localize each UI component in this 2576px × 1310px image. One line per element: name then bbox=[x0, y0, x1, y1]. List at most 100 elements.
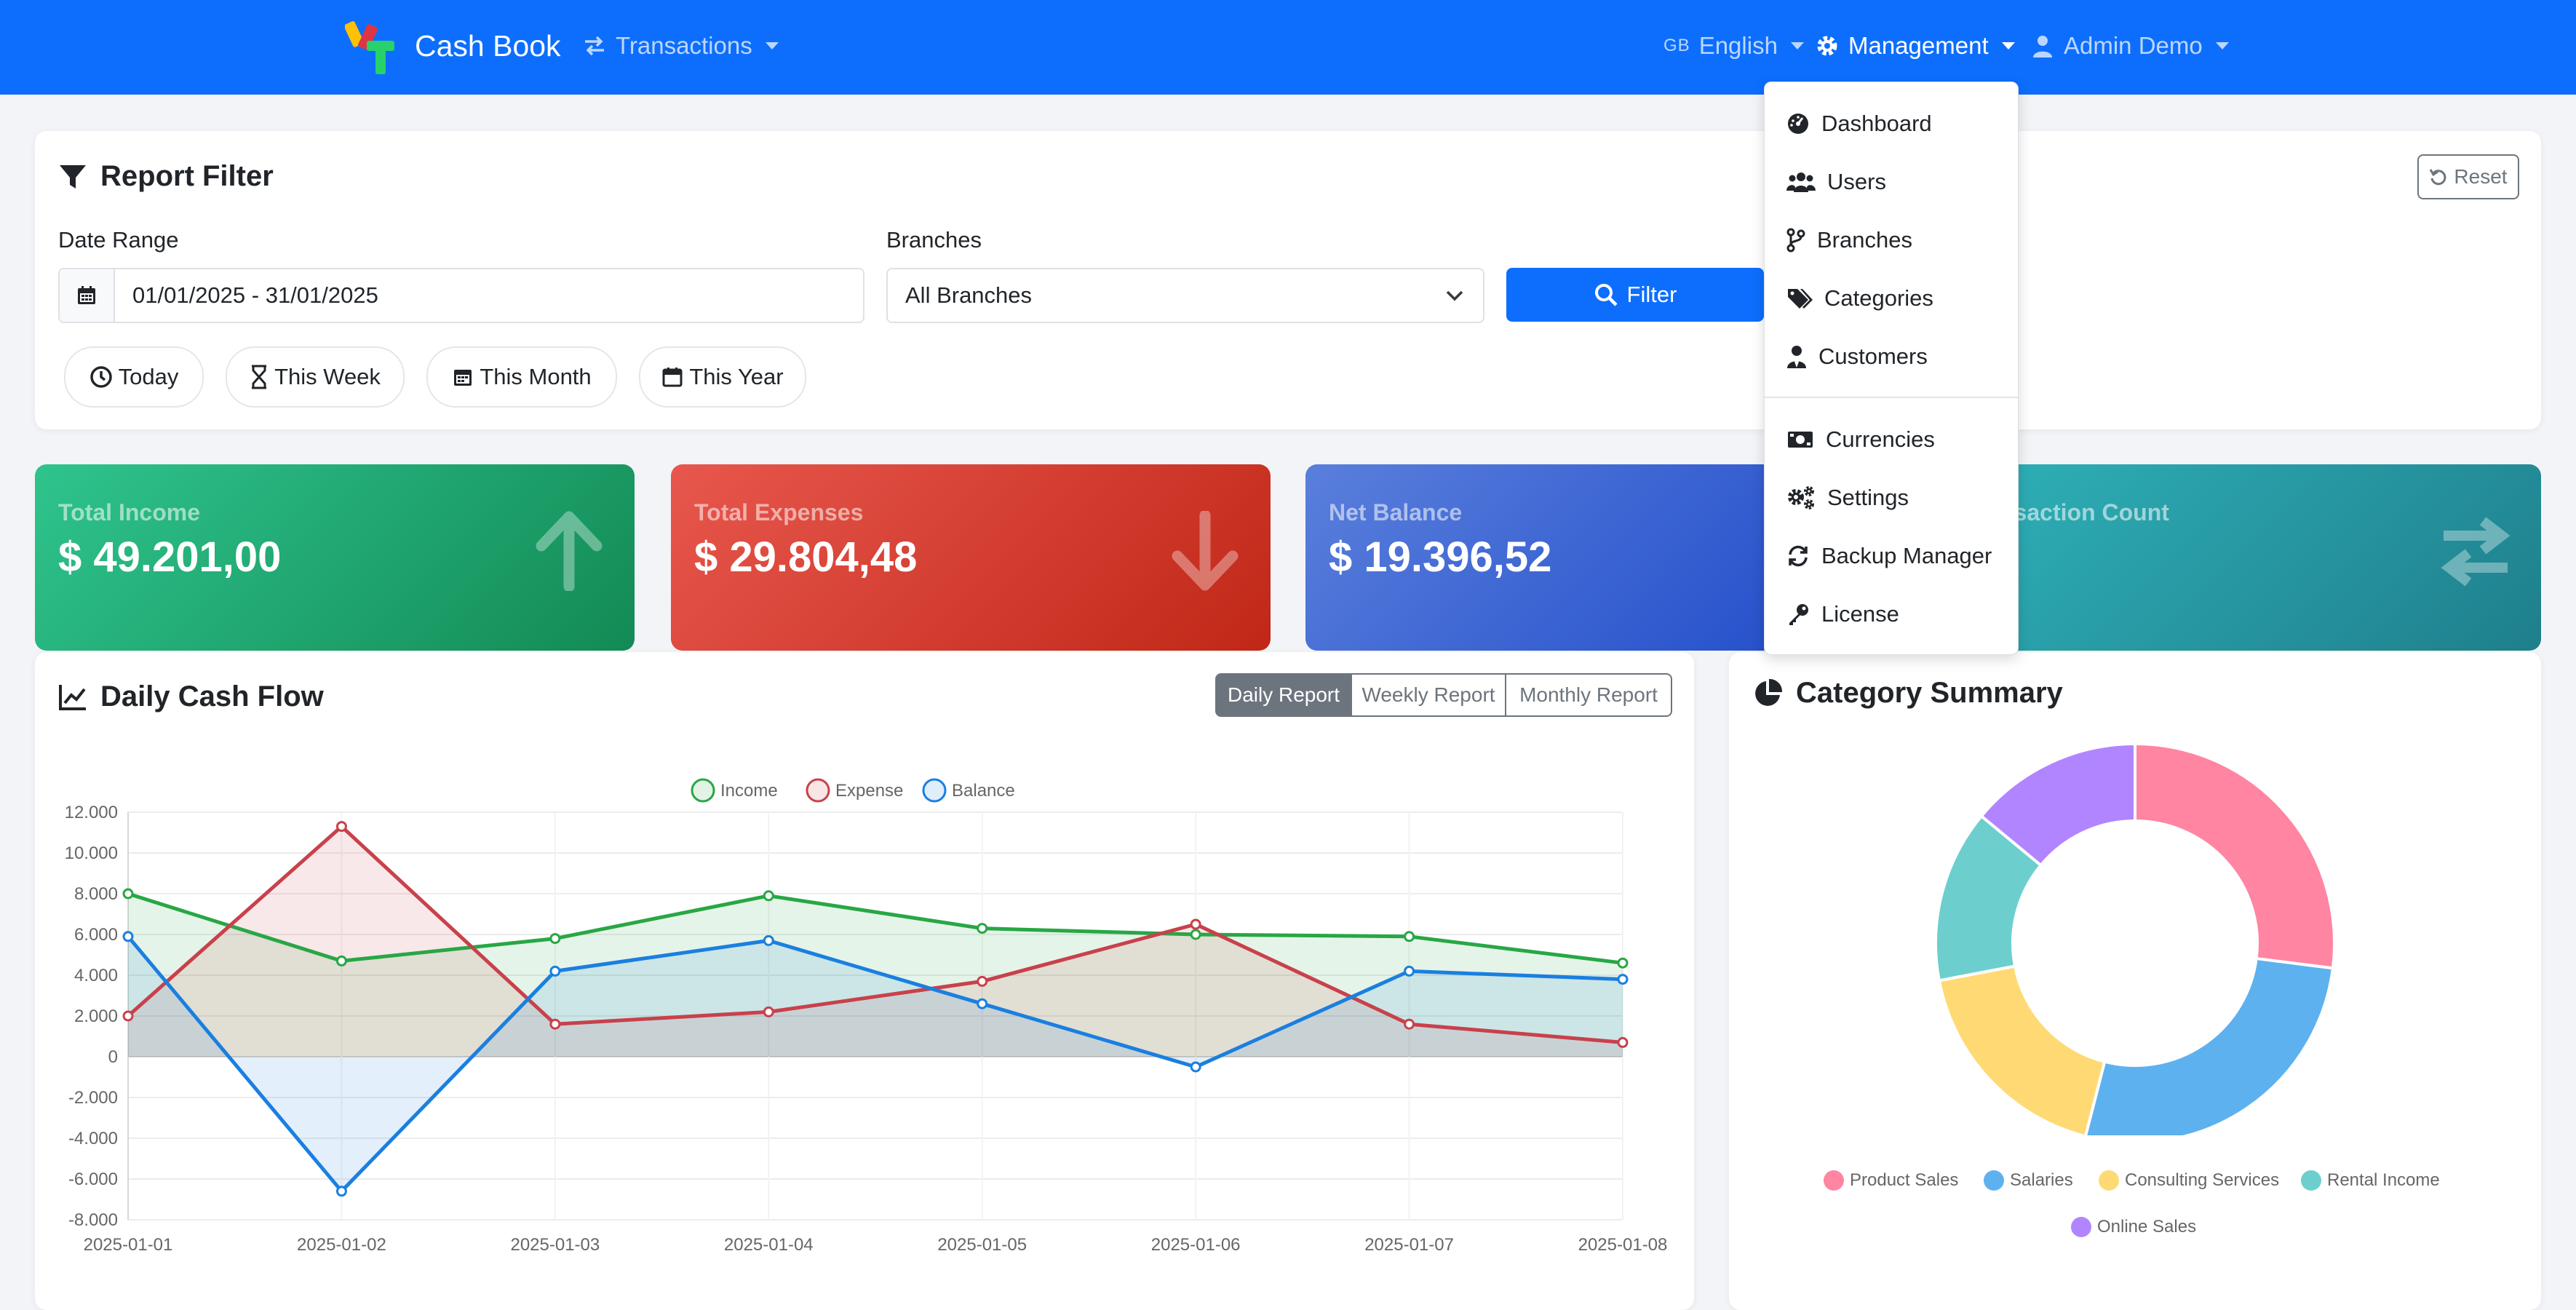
nav-management[interactable]: Management bbox=[1815, 32, 2015, 60]
donut-slice-product-sales[interactable] bbox=[2134, 742, 2336, 970]
donut-slice-consulting-services[interactable] bbox=[1937, 964, 2107, 1135]
legend-label: Rental Income bbox=[2327, 1170, 2440, 1190]
nav-transactions[interactable]: Transactions bbox=[582, 32, 779, 60]
branches-select[interactable]: All Branches bbox=[886, 268, 1484, 323]
series-line-income bbox=[127, 892, 1623, 965]
data-point-balance[interactable] bbox=[335, 1186, 347, 1197]
data-point-expense[interactable] bbox=[1190, 918, 1201, 930]
data-point-expense[interactable] bbox=[549, 1018, 561, 1030]
data-point-balance[interactable] bbox=[977, 998, 988, 1009]
data-point-balance[interactable] bbox=[1190, 1061, 1201, 1073]
quick-week-button[interactable]: This Week bbox=[226, 346, 405, 408]
stat-total-income: Total Income $ 49.201,00 bbox=[35, 464, 635, 651]
legend-item-balance[interactable]: Balance bbox=[922, 778, 1015, 803]
brand-logo-icon[interactable] bbox=[345, 19, 403, 77]
cash-flow-line-chart: Income Expense Balance 12.000 10.000 8.000 6.0… bbox=[65, 778, 1667, 1255]
data-point-balance[interactable] bbox=[1404, 965, 1415, 977]
menu-item-label: Categories bbox=[1824, 285, 1933, 311]
data-point-expense[interactable] bbox=[122, 1010, 134, 1022]
legend-item-income[interactable]: Income bbox=[691, 778, 778, 803]
legend-item-salaries[interactable]: Salaries bbox=[1984, 1170, 2073, 1191]
key-icon bbox=[1789, 604, 1808, 625]
menu-item-categories[interactable]: Categories bbox=[1765, 273, 2018, 324]
series-area-expense bbox=[128, 826, 1623, 1057]
stat-transaction-count: Transaction Count bbox=[1941, 464, 2541, 651]
menu-item-license[interactable]: License bbox=[1765, 589, 2018, 640]
menu-item-label: Dashboard bbox=[1821, 111, 1932, 136]
data-point-balance[interactable] bbox=[549, 965, 561, 977]
data-point-balance[interactable] bbox=[122, 931, 134, 942]
data-point-expense[interactable] bbox=[1617, 1036, 1629, 1048]
brand-name[interactable]: Cash Book bbox=[415, 29, 561, 63]
exchange-icon bbox=[585, 36, 604, 56]
y-tick-label: 12.000 bbox=[65, 803, 118, 822]
legend-item-rental-income[interactable]: Rental Income bbox=[2301, 1170, 2440, 1191]
top-navbar: Cash Book Transactions GB English Manage… bbox=[0, 0, 2576, 95]
menu-item-dashboard[interactable]: Dashboard bbox=[1765, 98, 2018, 149]
data-point-expense[interactable] bbox=[763, 1006, 774, 1017]
data-point-expense[interactable] bbox=[335, 821, 347, 833]
data-point-income[interactable] bbox=[1404, 931, 1415, 942]
menu-item-users[interactable]: Users bbox=[1765, 156, 2018, 207]
nav-user[interactable]: Admin Demo bbox=[2030, 32, 2229, 60]
legend-marker bbox=[922, 778, 947, 803]
branches-value: All Branches bbox=[905, 282, 1033, 308]
nav-management-label: Management bbox=[1848, 32, 1989, 59]
pie-chart-icon bbox=[1755, 678, 1783, 706]
filter-button-label: Filter bbox=[1626, 282, 1677, 307]
reset-button-label: Reset bbox=[2454, 165, 2508, 188]
data-point-income[interactable] bbox=[549, 933, 561, 945]
reset-button[interactable]: Reset bbox=[2417, 154, 2519, 199]
report-filter-title-text: Report Filter bbox=[100, 160, 274, 192]
y-tick-label: -8.000 bbox=[68, 1210, 118, 1230]
menu-item-currencies[interactable]: Currencies bbox=[1765, 414, 2018, 465]
data-point-income[interactable] bbox=[977, 923, 988, 934]
y-tick-label: -4.000 bbox=[68, 1129, 118, 1148]
cash-flow-title-text: Daily Cash Flow bbox=[100, 680, 324, 712]
menu-item-branches[interactable]: Branches bbox=[1765, 215, 2018, 266]
stat-value: $ 29.804,48 bbox=[694, 533, 918, 581]
menu-item-backup-manager[interactable]: Backup Manager bbox=[1765, 531, 2018, 581]
legend-item-product-sales[interactable]: Product Sales bbox=[1824, 1170, 1958, 1191]
menu-item-settings[interactable]: Settings bbox=[1765, 472, 2018, 523]
nav-language[interactable]: GB English bbox=[1663, 32, 1804, 60]
sync-icon bbox=[1789, 545, 1808, 567]
data-point-balance[interactable] bbox=[763, 934, 774, 946]
data-point-income[interactable] bbox=[335, 955, 347, 966]
stat-total-expenses: Total Expenses $ 29.804,48 bbox=[671, 464, 1271, 651]
stat-label: Net Balance bbox=[1329, 499, 1463, 525]
legend-item-online-sales[interactable]: Online Sales bbox=[2071, 1217, 2196, 1237]
filter-button[interactable]: Filter bbox=[1506, 268, 1764, 322]
data-point-income[interactable] bbox=[122, 888, 134, 900]
quick-month-button[interactable]: This Month bbox=[426, 346, 617, 408]
donut-slice-salaries[interactable] bbox=[2084, 956, 2335, 1135]
data-point-expense[interactable] bbox=[1404, 1018, 1415, 1030]
data-point-balance[interactable] bbox=[1617, 974, 1629, 985]
legend-label: Income bbox=[720, 781, 778, 801]
legend-dot bbox=[2071, 1217, 2091, 1237]
date-range-input[interactable]: 01/01/2025 - 31/01/2025 bbox=[58, 268, 864, 323]
y-tick-label: 6.000 bbox=[74, 925, 118, 945]
donut-slice-online-sales[interactable] bbox=[1979, 742, 2136, 868]
data-point-expense[interactable] bbox=[977, 975, 988, 987]
data-point-income[interactable] bbox=[763, 890, 774, 902]
x-tick-label: 2025-01-04 bbox=[724, 1235, 814, 1255]
legend-item-consulting-services[interactable]: Consulting Services bbox=[2099, 1170, 2279, 1191]
legend-label: Salaries bbox=[2010, 1170, 2073, 1190]
legend-dot bbox=[2099, 1170, 2119, 1191]
date-range-value: 01/01/2025 - 31/01/2025 bbox=[132, 282, 378, 308]
series-line-expense bbox=[127, 825, 1623, 1044]
menu-item-customers[interactable]: Customers bbox=[1765, 331, 2018, 382]
quick-today-button[interactable]: Today bbox=[64, 346, 204, 408]
daily-report-tab[interactable]: Daily Report bbox=[1215, 673, 1352, 717]
quick-year-button[interactable]: This Year bbox=[639, 346, 806, 408]
weekly-report-tab[interactable]: Weekly Report bbox=[1351, 673, 1506, 717]
data-point-income[interactable] bbox=[1190, 929, 1201, 940]
x-tick-label: 2025-01-02 bbox=[297, 1235, 386, 1255]
legend-marker bbox=[806, 778, 830, 803]
chevron-down-icon bbox=[1790, 42, 1804, 49]
legend-dot bbox=[2301, 1170, 2321, 1191]
data-point-income[interactable] bbox=[1617, 957, 1629, 969]
monthly-report-tab[interactable]: Monthly Report bbox=[1505, 673, 1672, 717]
legend-item-expense[interactable]: Expense bbox=[806, 778, 903, 803]
